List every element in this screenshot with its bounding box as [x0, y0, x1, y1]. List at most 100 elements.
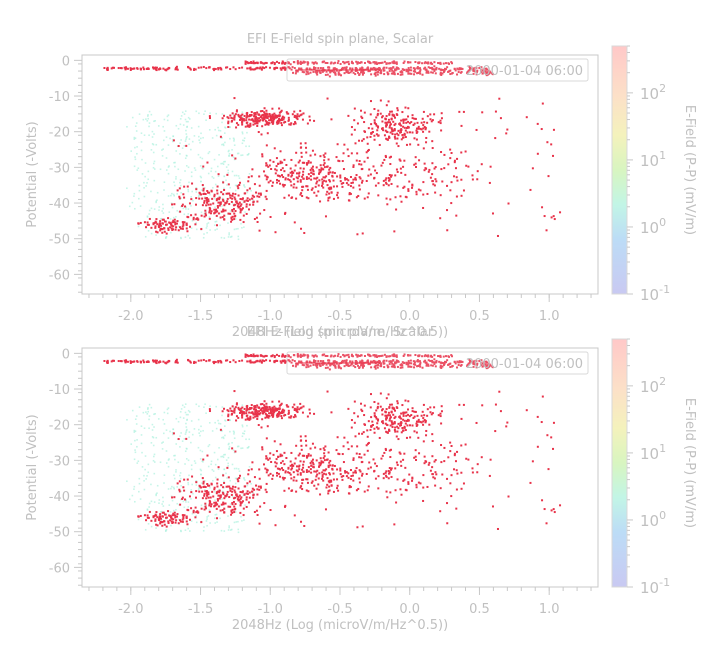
data-point [239, 209, 242, 212]
data-point [148, 125, 150, 128]
data-point [248, 187, 251, 190]
data-point [259, 119, 262, 122]
data-point [349, 71, 352, 74]
data-point [195, 403, 198, 406]
data-point [256, 61, 259, 64]
data-point [155, 523, 158, 526]
data-point [449, 482, 452, 485]
data-point [210, 460, 213, 463]
data-point [183, 196, 186, 199]
data-point [243, 139, 245, 142]
data-point [215, 134, 218, 137]
data-point [310, 481, 313, 484]
data-point [373, 360, 376, 363]
data-point [274, 114, 277, 117]
data-point [376, 407, 379, 410]
data-point [414, 410, 417, 413]
data-point [174, 521, 177, 524]
y-tick-label: -50 [49, 526, 70, 541]
data-point [171, 203, 174, 206]
data-point [171, 221, 174, 224]
data-point [375, 62, 378, 65]
data-point [131, 116, 134, 119]
data-point [366, 359, 369, 362]
data-point [267, 408, 270, 411]
data-point [136, 67, 139, 70]
data-point [180, 139, 182, 141]
data-point [396, 137, 399, 140]
data-point [221, 205, 223, 207]
data-point [229, 210, 232, 212]
data-point [354, 363, 357, 366]
data-point [476, 463, 479, 466]
data-point [391, 61, 394, 64]
data-point [257, 192, 260, 195]
data-point [147, 170, 150, 173]
data-point [186, 135, 188, 138]
data-point [203, 215, 206, 218]
data-point [211, 479, 214, 482]
data-point [160, 510, 163, 513]
data-point [388, 174, 391, 177]
data-point [256, 200, 259, 203]
data-point [352, 364, 355, 367]
data-point [106, 359, 109, 362]
data-point [454, 69, 457, 72]
data-point [230, 493, 233, 496]
data-point [207, 203, 210, 206]
data-point [406, 424, 409, 427]
data-point [198, 487, 201, 489]
data-point [422, 130, 425, 133]
data-point [361, 410, 364, 413]
data-point [427, 359, 430, 362]
data-point [315, 475, 318, 478]
data-point [205, 491, 208, 494]
data-point [175, 215, 177, 218]
data-point [189, 68, 192, 71]
data-point [409, 61, 412, 64]
data-point [546, 434, 549, 437]
data-point [155, 221, 158, 224]
data-point [346, 148, 349, 151]
data-point [113, 66, 116, 69]
data-point [190, 148, 192, 151]
data-point [365, 151, 368, 154]
data-point [296, 118, 299, 121]
data-point [328, 179, 331, 182]
data-point [307, 173, 310, 176]
colorbar-tick-exponent: 2 [659, 375, 666, 388]
data-point [163, 474, 166, 476]
data-point [143, 474, 145, 477]
data-point [310, 464, 313, 467]
data-point [167, 227, 170, 230]
data-point [237, 407, 240, 410]
data-point [449, 450, 452, 453]
data-point [494, 137, 497, 140]
data-point [277, 120, 280, 123]
data-point [316, 473, 319, 476]
data-point [156, 484, 159, 487]
data-point [179, 210, 182, 213]
data-point [472, 68, 475, 71]
data-point [360, 115, 363, 118]
data-point [345, 182, 348, 185]
data-point [357, 487, 360, 490]
data-point [366, 136, 369, 139]
data-point [412, 416, 415, 419]
data-point [472, 69, 475, 72]
data-point [263, 404, 266, 407]
data-point [388, 360, 391, 363]
data-point [407, 482, 410, 485]
data-point [263, 111, 266, 114]
data-point [161, 511, 164, 514]
data-point [162, 505, 165, 507]
data-point [229, 489, 232, 492]
data-point [203, 506, 206, 508]
data-point [337, 365, 340, 368]
data-point [223, 218, 226, 221]
data-point [208, 484, 211, 487]
data-point [456, 366, 459, 369]
data-point [269, 179, 272, 182]
data-point [140, 434, 143, 436]
data-point [208, 408, 211, 411]
